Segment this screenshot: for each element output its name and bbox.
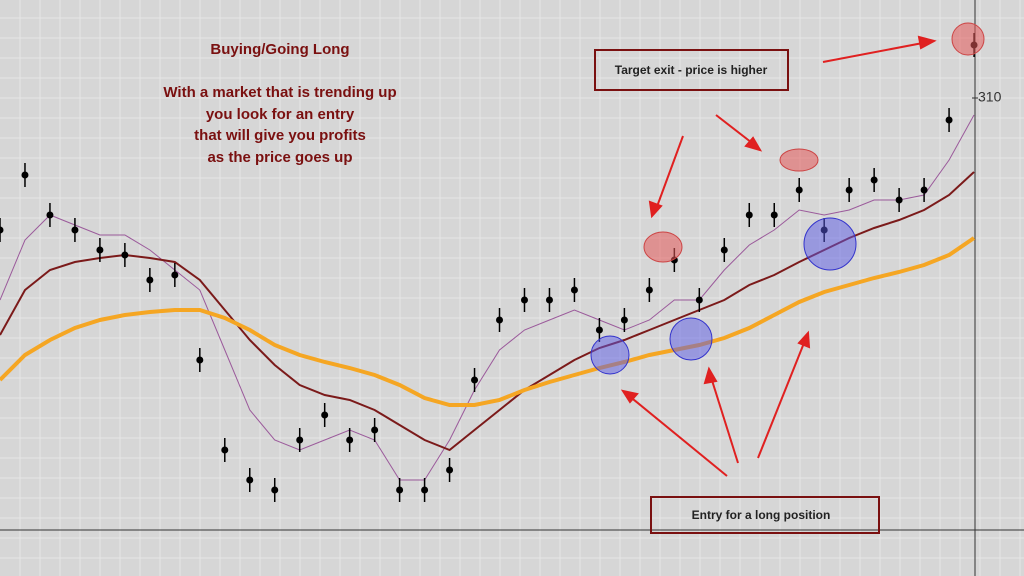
- price-point: [471, 376, 479, 384]
- arrows: [620, 35, 937, 477]
- price-point: [371, 426, 379, 434]
- price-point: [720, 246, 728, 254]
- arrow-head: [917, 35, 937, 50]
- price-point: [0, 226, 4, 234]
- price-point: [920, 186, 928, 194]
- arrow: [709, 373, 739, 464]
- entry-circle: [669, 317, 713, 361]
- arrow-head: [797, 330, 811, 349]
- exit-circle: [951, 22, 985, 56]
- arrow: [654, 135, 684, 213]
- price-point: [271, 486, 279, 494]
- arrow: [822, 41, 929, 63]
- price-point: [446, 466, 454, 474]
- price-point: [795, 186, 803, 194]
- price-point: [895, 196, 903, 204]
- subtitle: With a market that is trending up: [163, 84, 396, 101]
- plot: 310: [0, 33, 1002, 502]
- annotation-box: [594, 49, 789, 91]
- subtitle: as the price goes up: [207, 149, 352, 166]
- price-point: [396, 486, 404, 494]
- price-point: [845, 186, 853, 194]
- price-point: [745, 211, 753, 219]
- price-point: [520, 296, 528, 304]
- price-point: [545, 296, 553, 304]
- annotation: Entry for a long position: [692, 508, 831, 522]
- price-point: [321, 411, 329, 419]
- arrow: [757, 337, 807, 459]
- arrow-head: [703, 366, 718, 385]
- subtitle: you look for an entry: [206, 106, 355, 123]
- price-point: [770, 211, 778, 219]
- moving-average: [0, 236, 976, 407]
- price-point: [496, 316, 504, 324]
- price-point: [296, 436, 304, 444]
- price-point: [870, 176, 878, 184]
- price-point: [346, 436, 354, 444]
- price-point: [620, 316, 628, 324]
- price-point: [121, 251, 129, 259]
- price-point: [71, 226, 79, 234]
- price-point: [645, 286, 653, 294]
- arrow-head: [744, 136, 763, 152]
- arrow-head: [620, 389, 639, 404]
- subtitle: that will give you profits: [194, 127, 366, 144]
- price-point: [21, 171, 29, 179]
- title: Buying/Going Long: [210, 41, 349, 58]
- entry-circle: [590, 335, 630, 375]
- price-point: [570, 286, 578, 294]
- price-point: [421, 486, 429, 494]
- price-point: [695, 296, 703, 304]
- price-point: [146, 276, 154, 284]
- entry-circle: [803, 217, 857, 271]
- price-point: [595, 326, 603, 334]
- exit-circle: [643, 231, 683, 263]
- price-point: [945, 116, 953, 124]
- arrow: [627, 394, 728, 477]
- highlights: [590, 22, 985, 375]
- annotation: Target exit - price is higher: [615, 63, 768, 77]
- price-point: [46, 211, 54, 219]
- price-point: [96, 246, 104, 254]
- price-point: [221, 446, 229, 454]
- exit-circle: [779, 148, 819, 172]
- price-point: [196, 356, 204, 364]
- y-tick-label: 310: [978, 89, 1002, 105]
- price-point: [246, 476, 254, 484]
- arrow-head: [648, 200, 663, 219]
- annotation-box: [650, 496, 880, 534]
- price-point: [171, 271, 179, 279]
